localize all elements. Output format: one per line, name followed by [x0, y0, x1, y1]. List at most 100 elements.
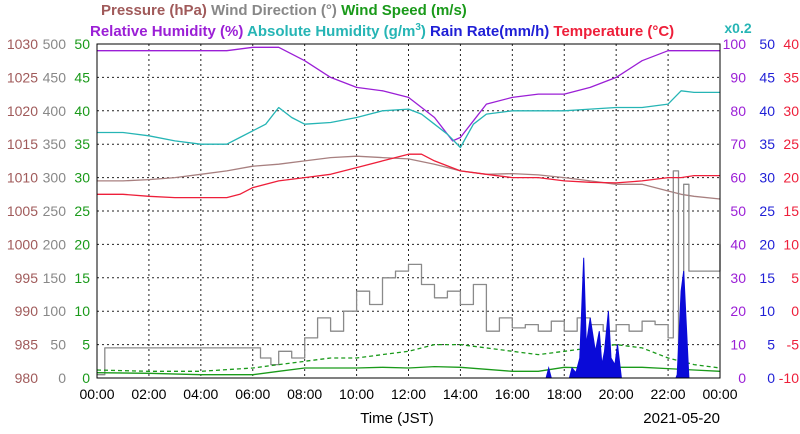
tick-label-humidity: 20 — [730, 303, 746, 319]
tick-label-humidity: 100 — [723, 36, 747, 52]
tick-label-temperature: 10 — [783, 236, 799, 252]
tick-label-temperature: 30 — [783, 103, 799, 119]
tick-label-time: 20:00 — [599, 386, 634, 402]
series-temperature-c — [97, 153, 720, 199]
tick-label-humidity: 70 — [730, 136, 746, 152]
tick-label-rain-rate: 5 — [767, 337, 775, 353]
tick-label-wind-speed: 10 — [74, 303, 90, 319]
legend-superscript: 3 — [415, 22, 421, 33]
tick-label-humidity: 90 — [730, 69, 746, 85]
tick-label-temperature: 35 — [783, 69, 799, 85]
tick-label-time: 04:00 — [183, 386, 218, 402]
legend-item: Relative Humidity (%) — [90, 23, 243, 40]
tick-label-time: 08:00 — [287, 386, 322, 402]
series-wind-speed-gust-m-s — [96, 343, 721, 372]
scale-note: x0.2 — [724, 20, 751, 36]
tick-label-temperature: 15 — [783, 203, 799, 219]
tick-label-rain-rate: 15 — [759, 270, 775, 286]
series-rain-rate-mm-h — [97, 257, 720, 379]
tick-label-wind-speed: 25 — [74, 203, 90, 219]
tick-label-wind-speed: 45 — [74, 69, 90, 85]
tick-label-wind-speed: 40 — [74, 103, 90, 119]
tick-label-pressure: 1020 — [7, 103, 38, 119]
series-relative-humidity — [97, 46, 720, 142]
tick-label-humidity: 40 — [730, 236, 746, 252]
tick-label-time: 10:00 — [339, 386, 374, 402]
right-axis-ticks: 1009080706050403020100504540353025201510… — [723, 36, 800, 386]
tick-label-rain-rate: 50 — [759, 36, 775, 52]
tick-label-wind-direction: 0 — [58, 370, 66, 386]
tick-label-pressure: 1015 — [7, 136, 38, 152]
tick-label-pressure: 985 — [15, 337, 39, 353]
tick-label-time: 22:00 — [651, 386, 686, 402]
tick-label-humidity: 50 — [730, 203, 746, 219]
legend-item-tail: ) — [421, 23, 426, 40]
tick-label-humidity: 10 — [730, 337, 746, 353]
tick-label-wind-direction: 200 — [43, 236, 67, 252]
date-label: 2021-05-20 — [643, 410, 720, 427]
legend-item: Pressure (hPa) — [101, 2, 207, 19]
tick-label-temperature: 5 — [791, 270, 799, 286]
tick-label-temperature: -10 — [779, 370, 799, 386]
tick-label-wind-speed: 15 — [74, 270, 90, 286]
tick-label-wind-speed: 30 — [74, 170, 90, 186]
tick-label-wind-speed: 35 — [74, 136, 90, 152]
tick-label-wind-direction: 250 — [43, 203, 67, 219]
tick-label-pressure: 1000 — [7, 236, 38, 252]
tick-label-wind-direction: 300 — [43, 170, 67, 186]
tick-label-rain-rate: 25 — [759, 203, 775, 219]
tick-label-pressure: 1010 — [7, 170, 38, 186]
tick-label-pressure: 1030 — [7, 36, 38, 52]
legend-row-1: Pressure (hPa) Wind Direction (°) Wind S… — [101, 2, 467, 19]
legend-row-1-text: Pressure (hPa) Wind Direction (°) Wind S… — [101, 2, 467, 19]
tick-label-pressure: 980 — [15, 370, 39, 386]
series-wind-speed-m-s — [96, 365, 721, 376]
legend-item: Absolute Humidity (g/m — [243, 23, 415, 40]
tick-label-pressure: 990 — [15, 303, 39, 319]
tick-label-temperature: 0 — [791, 303, 799, 319]
tick-label-rain-rate: 35 — [759, 136, 775, 152]
tick-label-time: 12:00 — [391, 386, 426, 402]
left-axis-ticks: 1030102510201015101010051000995990985980… — [7, 36, 90, 386]
x-axis-ticks: 00:00 02:00 04:00 06:00 08:00 10:00 12:00 14:00… — [79, 386, 737, 402]
tick-label-wind-direction: 450 — [43, 69, 67, 85]
tick-label-rain-rate: 0 — [767, 370, 775, 386]
tick-label-humidity: 80 — [730, 103, 746, 119]
legend-item: Wind Direction (°) — [207, 2, 337, 19]
tick-label-time: 06:00 — [235, 386, 270, 402]
plot-frame — [96, 43, 721, 379]
tick-label-wind-speed: 50 — [74, 36, 90, 52]
tick-label-humidity: 0 — [738, 370, 746, 386]
tick-label-rain-rate: 20 — [759, 236, 775, 252]
tick-label-wind-speed: 5 — [82, 337, 90, 353]
tick-label-humidity: 60 — [730, 170, 746, 186]
tick-label-time: 18:00 — [547, 386, 582, 402]
series-wind-direction — [97, 170, 721, 376]
legend-row-2: Relative Humidity (%) Absolute Humidity … — [90, 20, 752, 40]
tick-label-temperature: 25 — [783, 136, 799, 152]
tick-label-wind-direction: 500 — [43, 36, 67, 52]
tick-label-time: 16:00 — [495, 386, 530, 402]
tick-label-pressure: 995 — [15, 270, 39, 286]
tick-label-time: 14:00 — [443, 386, 478, 402]
x-axis-label: Time (JST) — [360, 410, 434, 427]
tick-label-wind-direction: 400 — [43, 103, 67, 119]
tick-label-humidity: 30 — [730, 270, 746, 286]
tick-label-time: 00:00 — [702, 386, 737, 402]
tick-label-rain-rate: 45 — [759, 69, 775, 85]
tick-label-temperature: 40 — [783, 36, 799, 52]
tick-label-time: 02:00 — [131, 386, 166, 402]
tick-label-wind-direction: 350 — [43, 136, 67, 152]
series-pressure-hpa — [97, 155, 721, 200]
legend-item: Wind Speed (m/s) — [337, 2, 467, 19]
tick-label-wind-speed: 0 — [82, 370, 90, 386]
tick-label-rain-rate: 30 — [759, 170, 775, 186]
series-layer — [96, 46, 721, 379]
tick-label-time: 00:00 — [79, 386, 114, 402]
tick-label-temperature: 20 — [783, 170, 799, 186]
tick-label-wind-direction: 100 — [43, 303, 67, 319]
tick-label-rain-rate: 10 — [759, 303, 775, 319]
tick-label-rain-rate: 40 — [759, 103, 775, 119]
